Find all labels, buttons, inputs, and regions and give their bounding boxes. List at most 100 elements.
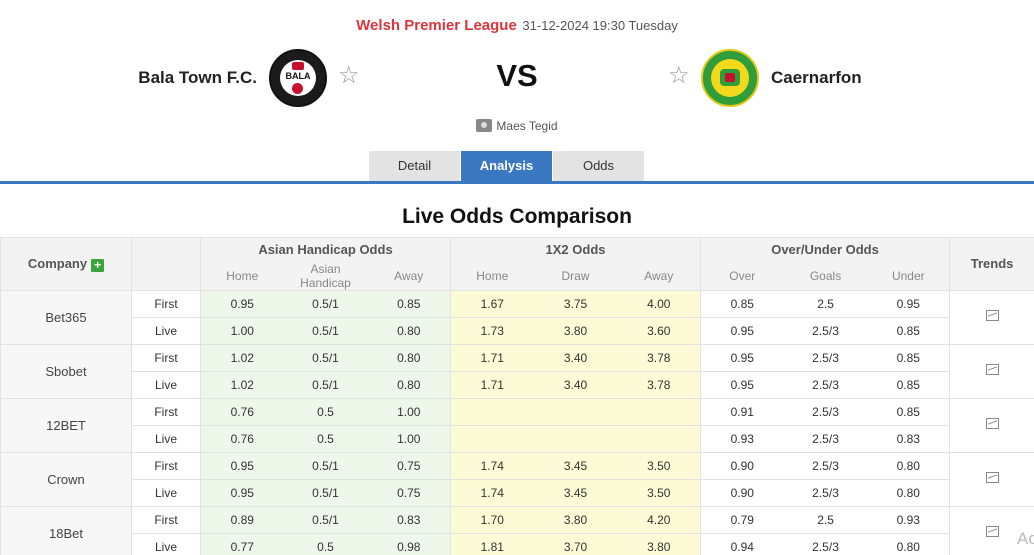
ou-odds-cell[interactable]: 0.85: [867, 397, 950, 426]
1x2-odds-cell[interactable]: 4.20: [617, 505, 701, 534]
1x2-odds-cell[interactable]: 3.45: [533, 451, 618, 480]
1x2-odds-cell[interactable]: 3.45: [533, 478, 618, 507]
ah-odds-cell[interactable]: 0.80: [367, 343, 451, 372]
ou-odds-cell[interactable]: 2.5/3: [783, 370, 868, 399]
ou-odds-cell[interactable]: 2.5/3: [783, 478, 868, 507]
chart-icon[interactable]: [985, 364, 999, 375]
ah-odds-cell[interactable]: 0.75: [367, 478, 451, 507]
ou-odds-cell[interactable]: 0.95: [700, 370, 784, 399]
ou-odds-cell[interactable]: 0.85: [867, 343, 950, 372]
ah-odds-cell[interactable]: 1.00: [367, 424, 451, 453]
1x2-odds-cell[interactable]: 3.50: [617, 451, 701, 480]
ah-odds-cell[interactable]: 0.95: [200, 289, 284, 318]
1x2-odds-cell[interactable]: [533, 424, 618, 453]
table-row[interactable]: Sbobet First 1.02 0.5/1 0.80 1.71 3.40 3.78 0.95…: [0, 343, 1034, 399]
1x2-odds-cell[interactable]: 3.78: [617, 370, 701, 399]
trend-cell[interactable]: [949, 289, 1034, 345]
ah-odds-cell[interactable]: 0.5: [283, 532, 368, 555]
ou-odds-cell[interactable]: 0.85: [867, 316, 950, 345]
1x2-odds-cell[interactable]: 1.71: [450, 370, 534, 399]
1x2-odds-cell[interactable]: 1.81: [450, 532, 534, 555]
ou-odds-cell[interactable]: 2.5/3: [783, 397, 868, 426]
ah-odds-cell[interactable]: 0.5: [283, 397, 368, 426]
trend-cell[interactable]: [949, 451, 1034, 507]
1x2-odds-cell[interactable]: 1.70: [450, 505, 534, 534]
ou-odds-cell[interactable]: 2.5: [783, 289, 868, 318]
ou-odds-cell[interactable]: 0.80: [867, 478, 950, 507]
table-row[interactable]: Live 0.77 0.5 0.98 1.81 3.70 3.80 0.94 2.5/3 0.80: [1, 532, 1034, 555]
home-favorite-star-icon[interactable]: ☆: [338, 62, 360, 89]
ah-odds-cell[interactable]: 1.02: [200, 370, 284, 399]
company-name[interactable]: Bet365: [0, 289, 132, 345]
ah-odds-cell[interactable]: 0.75: [367, 451, 451, 480]
1x2-odds-cell[interactable]: 3.40: [533, 343, 618, 372]
ah-odds-cell[interactable]: 1.00: [200, 316, 284, 345]
ou-odds-cell[interactable]: 2.5/3: [783, 451, 868, 480]
away-team-name[interactable]: Caernarfon: [771, 68, 862, 87]
trend-cell[interactable]: [949, 343, 1034, 399]
ou-odds-cell[interactable]: 0.79: [700, 505, 784, 534]
ou-odds-cell[interactable]: 0.91: [700, 397, 784, 426]
ah-odds-cell[interactable]: 0.80: [367, 370, 451, 399]
ah-odds-cell[interactable]: 0.98: [367, 532, 451, 555]
table-row[interactable]: 12BET First 0.76 0.5 1.00 0.91 2.5/3 0.85: [0, 397, 1034, 453]
1x2-odds-cell[interactable]: [617, 424, 701, 453]
ah-odds-cell[interactable]: 1.00: [367, 397, 451, 426]
table-row[interactable]: Live 0.76 0.5 1.00 0.93 2.5/3 0.83: [1, 424, 1034, 453]
tab-detail[interactable]: Detail: [369, 151, 460, 181]
ah-odds-cell[interactable]: 0.5/1: [283, 451, 368, 480]
company-name[interactable]: 18Bet: [0, 505, 132, 555]
tab-odds[interactable]: Odds: [553, 151, 644, 181]
1x2-odds-cell[interactable]: 3.80: [533, 505, 618, 534]
table-row[interactable]: Crown First 0.95 0.5/1 0.75 1.74 3.45 3.50 0.90 2…: [0, 451, 1034, 507]
trend-cell[interactable]: [949, 505, 1034, 555]
ah-odds-cell[interactable]: 0.89: [200, 505, 284, 534]
1x2-odds-cell[interactable]: 1.67: [450, 289, 534, 318]
1x2-odds-cell[interactable]: [450, 397, 534, 426]
table-row[interactable]: Bet365 First 0.95 0.5/1 0.85 1.67 3.75 4.00 0.85…: [0, 289, 1034, 345]
company-name[interactable]: Sbobet: [0, 343, 132, 399]
1x2-odds-cell[interactable]: 3.75: [533, 289, 618, 318]
table-row[interactable]: Live 1.00 0.5/1 0.80 1.73 3.80 3.60 0.95 2.5/3 0.…: [1, 316, 1034, 345]
ah-odds-cell[interactable]: 0.5/1: [283, 343, 368, 372]
ou-odds-cell[interactable]: 2.5: [783, 505, 868, 534]
1x2-odds-cell[interactable]: 3.80: [533, 316, 618, 345]
ah-odds-cell[interactable]: 0.5/1: [283, 478, 368, 507]
ah-odds-cell[interactable]: 0.5/1: [283, 505, 368, 534]
chart-icon[interactable]: [985, 418, 999, 429]
ah-odds-cell[interactable]: 0.76: [200, 424, 284, 453]
ou-odds-cell[interactable]: 0.93: [700, 424, 784, 453]
ou-odds-cell[interactable]: 0.85: [867, 370, 950, 399]
home-team-logo[interactable]: BALA: [269, 49, 327, 107]
ah-odds-cell[interactable]: 0.5: [283, 424, 368, 453]
1x2-odds-cell[interactable]: 1.73: [450, 316, 534, 345]
1x2-odds-cell[interactable]: 3.78: [617, 343, 701, 372]
ou-odds-cell[interactable]: 0.95: [867, 289, 950, 318]
trend-cell[interactable]: [949, 397, 1034, 453]
ah-odds-cell[interactable]: 1.02: [200, 343, 284, 372]
away-favorite-star-icon[interactable]: ☆: [668, 62, 690, 89]
1x2-odds-cell[interactable]: [617, 397, 701, 426]
1x2-odds-cell[interactable]: 3.80: [617, 532, 701, 555]
1x2-odds-cell[interactable]: 1.74: [450, 451, 534, 480]
add-company-icon[interactable]: +: [91, 258, 105, 272]
ah-odds-cell[interactable]: 0.76: [200, 397, 284, 426]
1x2-odds-cell[interactable]: 1.71: [450, 343, 534, 372]
ou-odds-cell[interactable]: 2.5/3: [783, 532, 868, 555]
ah-odds-cell[interactable]: 0.5/1: [283, 370, 368, 399]
ou-odds-cell[interactable]: 0.83: [867, 424, 950, 453]
1x2-odds-cell[interactable]: 3.60: [617, 316, 701, 345]
home-team-name[interactable]: Bala Town F.C.: [138, 68, 257, 87]
ou-odds-cell[interactable]: 0.80: [867, 532, 950, 555]
1x2-odds-cell[interactable]: 3.50: [617, 478, 701, 507]
ou-odds-cell[interactable]: 2.5/3: [783, 343, 868, 372]
ah-odds-cell[interactable]: 0.77: [200, 532, 284, 555]
ah-odds-cell[interactable]: 0.80: [367, 316, 451, 345]
1x2-odds-cell[interactable]: [533, 397, 618, 426]
1x2-odds-cell[interactable]: 3.70: [533, 532, 618, 555]
company-name[interactable]: 12BET: [0, 397, 132, 453]
1x2-odds-cell[interactable]: 4.00: [617, 289, 701, 318]
tab-analysis[interactable]: Analysis: [461, 151, 552, 181]
ah-odds-cell[interactable]: 0.85: [367, 289, 451, 318]
ah-odds-cell[interactable]: 0.5/1: [283, 289, 368, 318]
